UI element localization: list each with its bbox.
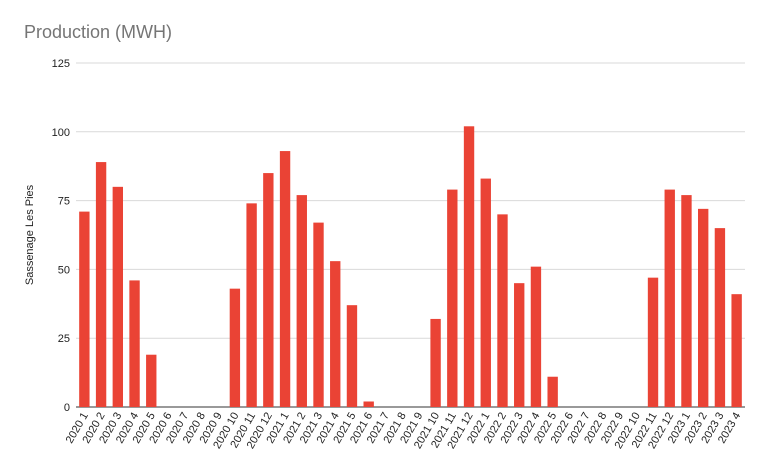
bar xyxy=(313,222,324,407)
y-tick-label: 100 xyxy=(52,127,70,139)
y-tick-label: 50 xyxy=(58,264,70,276)
bar xyxy=(514,283,525,407)
bar xyxy=(731,294,742,407)
bars xyxy=(79,126,742,408)
bar xyxy=(664,189,675,407)
y-tick-label: 0 xyxy=(64,402,70,414)
bar xyxy=(346,305,358,407)
bar xyxy=(463,126,475,408)
y-tick-label: 25 xyxy=(58,333,70,345)
bar xyxy=(447,189,458,407)
bar xyxy=(647,277,659,407)
bar xyxy=(246,203,257,407)
bar xyxy=(129,280,140,407)
bar xyxy=(430,318,441,407)
bar xyxy=(279,151,291,407)
bar xyxy=(497,214,508,407)
y-axis-ticks: 0 25 50 75 100 125 xyxy=(52,58,70,414)
bar xyxy=(112,186,123,407)
gridlines xyxy=(76,62,745,408)
y-tick-label: 75 xyxy=(58,196,70,208)
y-tick-label: 125 xyxy=(52,58,70,70)
chart-title: Production (MWH) xyxy=(24,22,172,42)
bar xyxy=(296,195,307,407)
bar xyxy=(698,208,709,407)
bar xyxy=(330,261,341,407)
bar xyxy=(714,228,726,407)
bar xyxy=(79,211,90,407)
bar xyxy=(681,195,692,407)
bar xyxy=(146,354,157,407)
bar xyxy=(229,288,241,407)
bar xyxy=(363,401,374,407)
bar xyxy=(263,173,274,407)
bar xyxy=(530,266,542,407)
bar xyxy=(547,376,558,407)
y-axis-label: Sassenage Les Pies xyxy=(24,184,36,285)
bar xyxy=(480,178,491,407)
bar xyxy=(95,162,107,407)
